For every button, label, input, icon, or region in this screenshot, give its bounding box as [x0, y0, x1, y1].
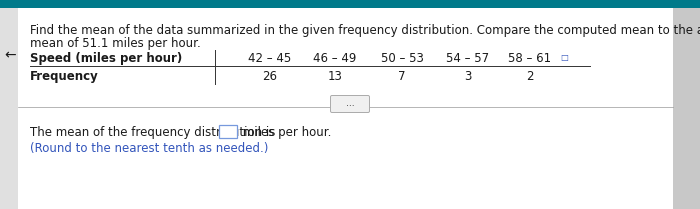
- Text: 46 – 49: 46 – 49: [314, 52, 357, 65]
- Text: ←: ←: [4, 48, 16, 62]
- Text: The mean of the frequency distribution is: The mean of the frequency distribution i…: [30, 126, 279, 139]
- Text: 26: 26: [262, 70, 277, 83]
- Text: miles per hour.: miles per hour.: [239, 126, 331, 139]
- Text: (Round to the nearest tenth as needed.): (Round to the nearest tenth as needed.): [30, 142, 268, 155]
- Bar: [219, 125, 237, 138]
- Text: □: □: [560, 53, 568, 62]
- Text: 13: 13: [328, 70, 342, 83]
- Text: 50 – 53: 50 – 53: [381, 52, 424, 65]
- Bar: [0, 8, 18, 209]
- Text: 3: 3: [464, 70, 472, 83]
- Text: mean of 51.1 miles per hour.: mean of 51.1 miles per hour.: [30, 37, 201, 50]
- Text: 54 – 57: 54 – 57: [447, 52, 489, 65]
- Bar: [0, 0, 700, 8]
- Bar: [0, 8, 700, 10]
- Text: 2: 2: [526, 70, 533, 83]
- Text: 58 – 61: 58 – 61: [508, 52, 552, 65]
- Bar: [673, 8, 700, 209]
- FancyBboxPatch shape: [330, 96, 370, 112]
- Text: ...: ...: [346, 99, 354, 108]
- Text: Find the mean of the data summarized in the given frequency distribution. Compar: Find the mean of the data summarized in …: [30, 24, 700, 37]
- Text: Frequency: Frequency: [30, 70, 99, 83]
- Text: Speed (miles per hour): Speed (miles per hour): [30, 52, 182, 65]
- Text: 7: 7: [398, 70, 406, 83]
- Text: 42 – 45: 42 – 45: [248, 52, 292, 65]
